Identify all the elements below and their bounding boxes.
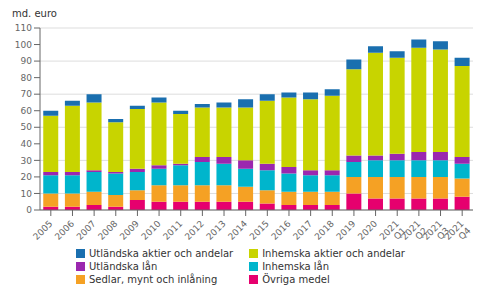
svg-text:40: 40 xyxy=(21,139,33,149)
svg-text:2012: 2012 xyxy=(183,219,206,242)
svg-text:50: 50 xyxy=(21,122,33,132)
svg-text:2008: 2008 xyxy=(96,218,119,241)
svg-text:60: 60 xyxy=(21,106,33,116)
svg-text:90: 90 xyxy=(21,56,33,66)
svg-text:2021Q4: 2021Q4 xyxy=(443,218,473,248)
svg-text:2011: 2011 xyxy=(161,219,184,242)
svg-text:2020: 2020 xyxy=(356,218,379,241)
svg-text:0: 0 xyxy=(26,205,32,215)
svg-text:10: 10 xyxy=(21,189,33,199)
svg-text:2019: 2019 xyxy=(334,218,357,241)
svg-text:2017: 2017 xyxy=(291,219,314,242)
svg-text:30: 30 xyxy=(21,156,33,166)
svg-text:110: 110 xyxy=(15,23,32,33)
svg-text:2007: 2007 xyxy=(74,219,97,242)
svg-text:20: 20 xyxy=(21,172,33,182)
svg-text:2005: 2005 xyxy=(31,219,54,242)
svg-text:2018: 2018 xyxy=(313,218,336,241)
svg-text:100: 100 xyxy=(15,40,32,50)
svg-text:2015: 2015 xyxy=(248,219,271,242)
svg-text:2006: 2006 xyxy=(53,218,76,241)
svg-text:2010: 2010 xyxy=(139,218,162,241)
svg-text:70: 70 xyxy=(21,89,33,99)
svg-text:2014: 2014 xyxy=(226,218,249,241)
svg-text:2009: 2009 xyxy=(118,218,141,241)
svg-text:2016: 2016 xyxy=(269,218,292,241)
svg-text:80: 80 xyxy=(21,73,33,83)
svg-text:2013: 2013 xyxy=(204,219,227,242)
